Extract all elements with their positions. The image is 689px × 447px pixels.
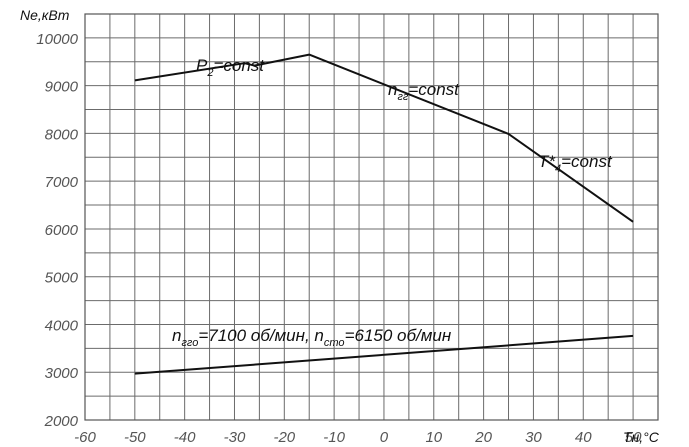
- x-tick-label: 30: [525, 429, 542, 446]
- y-tick-label: 5000: [45, 270, 79, 287]
- x-tick-label: -20: [273, 429, 295, 446]
- x-tick-label: 50: [625, 429, 642, 446]
- x-tick-label: 20: [474, 429, 492, 446]
- y-tick-label: 3000: [45, 365, 79, 382]
- y-axis-label: Ne,кВт: [20, 7, 70, 23]
- x-tick-label: -30: [224, 429, 246, 446]
- x-tick-label: 40: [575, 429, 592, 446]
- series-line-2: [134, 334, 634, 375]
- series-line-1: [134, 53, 634, 223]
- y-tick-label: 10000: [36, 31, 78, 48]
- grid-lines: [85, 14, 658, 420]
- x-tick-label: -40: [174, 429, 196, 446]
- annotation-t4-const: T*4=const: [538, 152, 613, 175]
- y-tick-label: 9000: [45, 79, 79, 96]
- y-tick-label: 7000: [45, 174, 79, 191]
- tick-labels: -60 -50 -40 -30 -20 -10 0 10 20 30 40 50 2000 3000 400…: [36, 31, 642, 446]
- x-tick-label: -60: [74, 429, 96, 446]
- annotation-ngg-const: nгг=const: [388, 80, 460, 103]
- x-axis-label: Tн,°C: [623, 429, 660, 445]
- x-tick-label: 0: [380, 429, 389, 446]
- y-tick-label: 6000: [45, 222, 79, 239]
- y-tick-label: 2000: [44, 413, 79, 430]
- annotation-p2-const: P2=const: [196, 56, 265, 79]
- x-tick-label: -50: [124, 429, 146, 446]
- annotation-speeds: nгго=7100 об/мин, nсто=6150 об/мин: [172, 326, 452, 349]
- plot-frame: [84, 13, 659, 421]
- x-tick-label: -10: [323, 429, 345, 446]
- y-tick-label: 8000: [45, 126, 79, 143]
- series-layer: [134, 53, 634, 375]
- y-tick-label: 4000: [45, 317, 79, 334]
- x-tick-label: 10: [425, 429, 442, 446]
